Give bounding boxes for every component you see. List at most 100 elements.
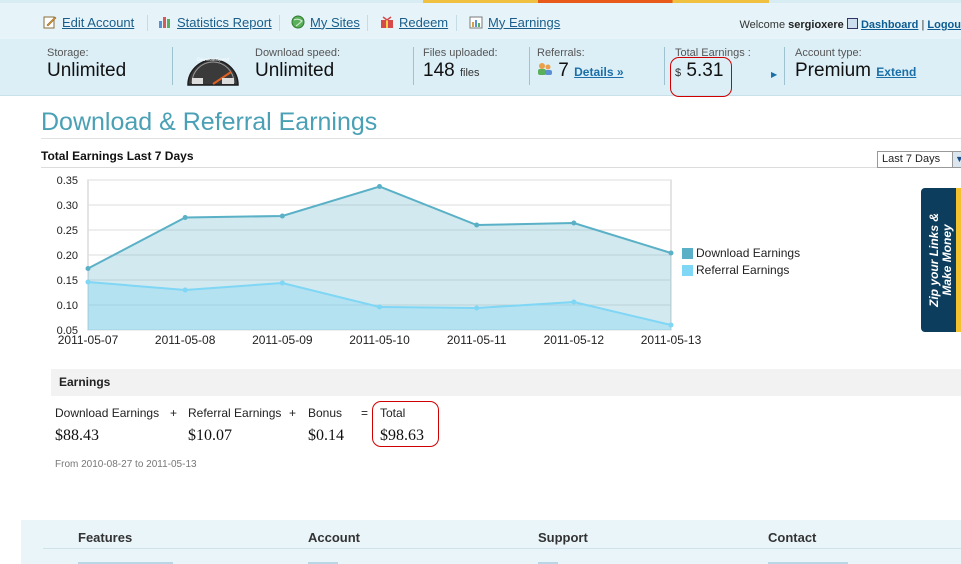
- stat-separator: [529, 47, 530, 85]
- total-label: Total: [380, 406, 406, 420]
- legend-label: Referral Earnings: [696, 263, 789, 277]
- account-type-label: Account type:: [795, 47, 862, 59]
- site-footer: Features Account Support Contact: [21, 520, 961, 564]
- gift-icon: [380, 15, 394, 29]
- bonus-summary: Bonus $0.14: [308, 406, 344, 445]
- referrals-value: 7: [558, 60, 569, 81]
- promo-edge-stripe: [956, 188, 961, 332]
- chart-divider: [41, 167, 961, 168]
- date-range-select[interactable]: Last 7 Days ▼: [877, 151, 961, 168]
- stat-separator: [664, 47, 665, 85]
- referral-earnings-area: [88, 282, 671, 330]
- download-earnings-point: [668, 250, 674, 256]
- total-summary: Total $98.63: [380, 406, 424, 445]
- footer-link-stub: [308, 562, 338, 564]
- download-earnings-point: [377, 184, 382, 189]
- referral-earnings-point: [279, 280, 285, 286]
- legend-swatch: [682, 265, 693, 276]
- nav-separator: [147, 15, 148, 31]
- nav-redeem[interactable]: Redeem: [380, 13, 448, 31]
- highlight-circle-total-earnings: [670, 57, 732, 97]
- y-tick-label: 0.35: [57, 175, 78, 187]
- plus-operator: +: [289, 406, 297, 420]
- nav-my-sites[interactable]: My Sites: [291, 13, 360, 31]
- download-earnings-summary: Download Earnings $88.43: [55, 406, 159, 445]
- download-earnings-point: [279, 213, 285, 219]
- download-earnings-point: [571, 220, 577, 226]
- download-earnings-point: [85, 266, 91, 271]
- top-color-strip: [0, 0, 961, 3]
- stat-separator: [784, 47, 785, 85]
- nav-my-earnings[interactable]: My Earnings: [469, 13, 560, 31]
- files-unit: files: [459, 67, 480, 79]
- download-earnings-point: [182, 215, 188, 220]
- welcome-prefix: Welcome: [739, 19, 786, 31]
- equals-operator: =: [361, 406, 369, 420]
- legend-swatch: [682, 248, 693, 259]
- storage-value: Unlimited: [47, 60, 127, 81]
- expand-arrow-icon[interactable]: ▶: [771, 70, 778, 79]
- promo-text: Zip your Links & Make Money: [923, 188, 959, 332]
- x-tick-label: 2011-05-11: [447, 333, 507, 347]
- footer-link-stub: [538, 562, 558, 564]
- footer-heading-features: Features: [78, 530, 133, 545]
- highlight-circle-total: [372, 401, 439, 447]
- title-divider: [41, 138, 961, 139]
- referral-earnings-value: $10.07: [188, 427, 232, 444]
- nav-redeem-label: Redeem: [399, 14, 449, 30]
- chart-title: Total Earnings Last 7 Days: [41, 149, 194, 163]
- stat-files-uploaded: Files uploaded: 148 files: [423, 47, 498, 82]
- x-tick-label: 2011-05-13: [641, 333, 702, 347]
- logout-link[interactable]: Logou: [927, 19, 961, 31]
- promo-side-banner[interactable]: Zip your Links & Make Money: [921, 188, 961, 332]
- promo-line-2: Make Money: [940, 224, 955, 296]
- download-earnings-point: [474, 222, 480, 228]
- separator-bar: |: [921, 19, 925, 31]
- chevron-down-icon: ▼: [952, 152, 961, 167]
- earnings-icon: [469, 15, 483, 29]
- bar-chart-icon: [158, 15, 172, 29]
- promo-line-1: Zip your Links &: [927, 212, 942, 308]
- stat-total-earnings: Total Earnings : $ 5.31: [675, 47, 751, 82]
- nav-statistics-report[interactable]: Statistics Report: [158, 13, 272, 31]
- files-value: 148: [423, 60, 455, 81]
- users-icon: [537, 60, 553, 75]
- nav-edit-account[interactable]: Edit Account: [43, 13, 134, 31]
- account-extend-link[interactable]: Extend: [876, 65, 917, 79]
- dashboard-link[interactable]: Dashboard: [860, 19, 919, 31]
- welcome-area: Welcome sergioxere Dashboard | Logou: [739, 18, 961, 31]
- stat-referrals: Referrals: 7 Details »: [537, 47, 624, 82]
- footer-link-stub: [768, 562, 848, 564]
- y-tick-label: 0.05: [57, 325, 78, 337]
- referral-earnings-summary: Referral Earnings $10.07: [188, 406, 281, 445]
- footer-heading-account: Account: [308, 530, 360, 545]
- download-earnings-value: $88.43: [55, 427, 99, 444]
- referral-earnings-label: Referral Earnings: [188, 406, 282, 420]
- top-navigation: Edit Account Statistics Report My Sites …: [0, 3, 961, 39]
- speedometer-icon: DownloadSpeed: [184, 45, 242, 89]
- download-earnings-area: [88, 186, 671, 330]
- y-tick-label: 0.20: [57, 250, 78, 262]
- y-tick-label: 0.15: [57, 275, 78, 287]
- svg-text:DownloadSpeed: DownloadSpeed: [197, 57, 230, 62]
- nav-edit-account-label: Edit Account: [62, 14, 135, 30]
- speed-value: Unlimited: [255, 60, 335, 81]
- stat-account-type: Account type: Premium Extend: [795, 47, 916, 82]
- referral-earnings-point: [668, 322, 674, 328]
- plus-operator: +: [170, 406, 178, 420]
- x-tick-label: 2011-05-07: [58, 333, 119, 347]
- earnings-date-range: From 2010-08-27 to 2011-05-13: [55, 459, 197, 470]
- total-value: $98.63: [380, 427, 424, 444]
- y-tick-label: 0.30: [57, 200, 78, 212]
- total-earnings-currency: $: [675, 67, 682, 79]
- stat-storage: Storage: Unlimited: [47, 47, 126, 82]
- globe-icon: [291, 15, 305, 29]
- nav-separator: [279, 15, 280, 31]
- referral-earnings-point: [571, 299, 577, 305]
- referral-earnings-point: [377, 304, 382, 310]
- x-tick-label: 2011-05-09: [252, 333, 313, 347]
- files-label: Files uploaded:: [423, 47, 498, 59]
- total-earnings-value: 5.31: [686, 60, 724, 81]
- referrals-details-link[interactable]: Details »: [574, 65, 624, 79]
- footer-heading-contact: Contact: [768, 530, 817, 545]
